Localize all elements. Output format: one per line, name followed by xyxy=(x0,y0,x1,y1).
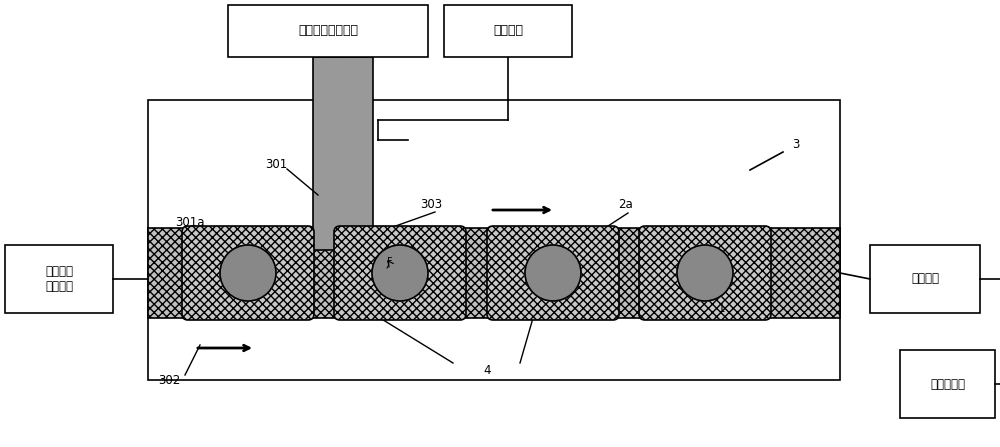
Bar xyxy=(444,5,572,57)
Text: 303: 303 xyxy=(420,198,442,211)
Text: 外壳材料
注射装置: 外壳材料 注射装置 xyxy=(45,265,73,293)
Text: 药品收集瓶: 药品收集瓶 xyxy=(930,378,965,391)
FancyBboxPatch shape xyxy=(334,226,466,320)
Circle shape xyxy=(220,245,276,301)
Text: 3: 3 xyxy=(792,139,799,152)
Text: 4: 4 xyxy=(483,363,491,376)
Bar xyxy=(148,228,840,318)
Bar xyxy=(228,5,428,57)
Text: F: F xyxy=(387,257,393,267)
Text: 微型气泵: 微型气泵 xyxy=(493,25,523,38)
Bar xyxy=(870,245,980,313)
Text: 301: 301 xyxy=(265,159,287,172)
Text: 1: 1 xyxy=(718,301,726,315)
Bar xyxy=(313,57,373,250)
Text: 302: 302 xyxy=(158,374,180,387)
Bar xyxy=(900,350,995,418)
Bar xyxy=(148,100,840,230)
Circle shape xyxy=(677,245,733,301)
Bar xyxy=(148,228,840,380)
Bar xyxy=(5,245,113,313)
Text: 301a: 301a xyxy=(175,215,205,228)
FancyBboxPatch shape xyxy=(487,226,619,320)
Text: 2a: 2a xyxy=(618,198,633,211)
FancyBboxPatch shape xyxy=(639,226,771,320)
Text: 核心药物注射装置: 核心药物注射装置 xyxy=(298,25,358,38)
Circle shape xyxy=(372,245,428,301)
FancyBboxPatch shape xyxy=(182,226,314,320)
Text: 固化装置: 固化装置 xyxy=(911,273,939,286)
Circle shape xyxy=(525,245,581,301)
